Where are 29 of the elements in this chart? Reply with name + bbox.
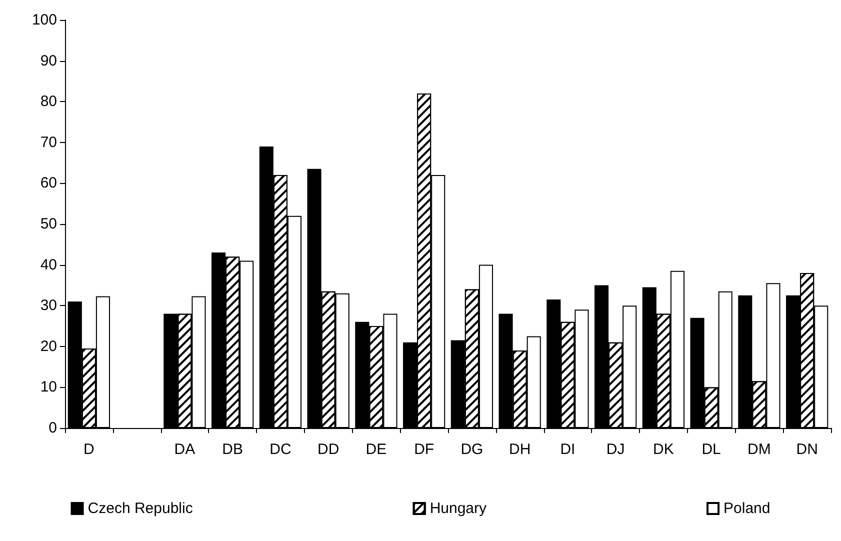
x-tick-label: DE <box>366 441 387 458</box>
x-tick-label: DN <box>796 441 818 458</box>
x-tick-label: DL <box>702 441 721 458</box>
y-tick-label: 0 <box>48 420 57 436</box>
x-tick-label: DJ <box>606 441 625 458</box>
legend-label: Hungary <box>430 500 488 517</box>
legend-label: Czech Republic <box>88 500 194 517</box>
x-tick-label: DB <box>222 441 243 458</box>
y-tick-label: 50 <box>40 216 57 232</box>
x-tick-label: DC <box>270 441 292 458</box>
x-tick-label: DH <box>508 441 531 458</box>
legend-label: Poland <box>724 500 770 517</box>
x-tick-label: DD <box>317 441 340 458</box>
y-tick-label: 40 <box>40 256 57 274</box>
y-tick-label: 100 <box>32 12 57 28</box>
x-tick-label: DF <box>414 441 434 458</box>
x-tick-label: D <box>84 441 95 458</box>
x-tick-label: DA <box>174 441 196 458</box>
y-tick-label: 10 <box>40 378 57 396</box>
y-tick-label: 90 <box>40 52 57 70</box>
x-tick-label: DM <box>748 441 771 458</box>
y-tick-label: 30 <box>40 297 57 314</box>
y-tick-label: 70 <box>40 134 57 151</box>
y-tick-label: 80 <box>40 93 57 110</box>
x-tick-label: DI <box>560 441 576 458</box>
x-tick-label: DG <box>460 441 484 458</box>
y-tick-label: 20 <box>40 338 57 355</box>
x-tick-label: DK <box>653 441 674 458</box>
y-tick-label: 60 <box>40 174 57 192</box>
